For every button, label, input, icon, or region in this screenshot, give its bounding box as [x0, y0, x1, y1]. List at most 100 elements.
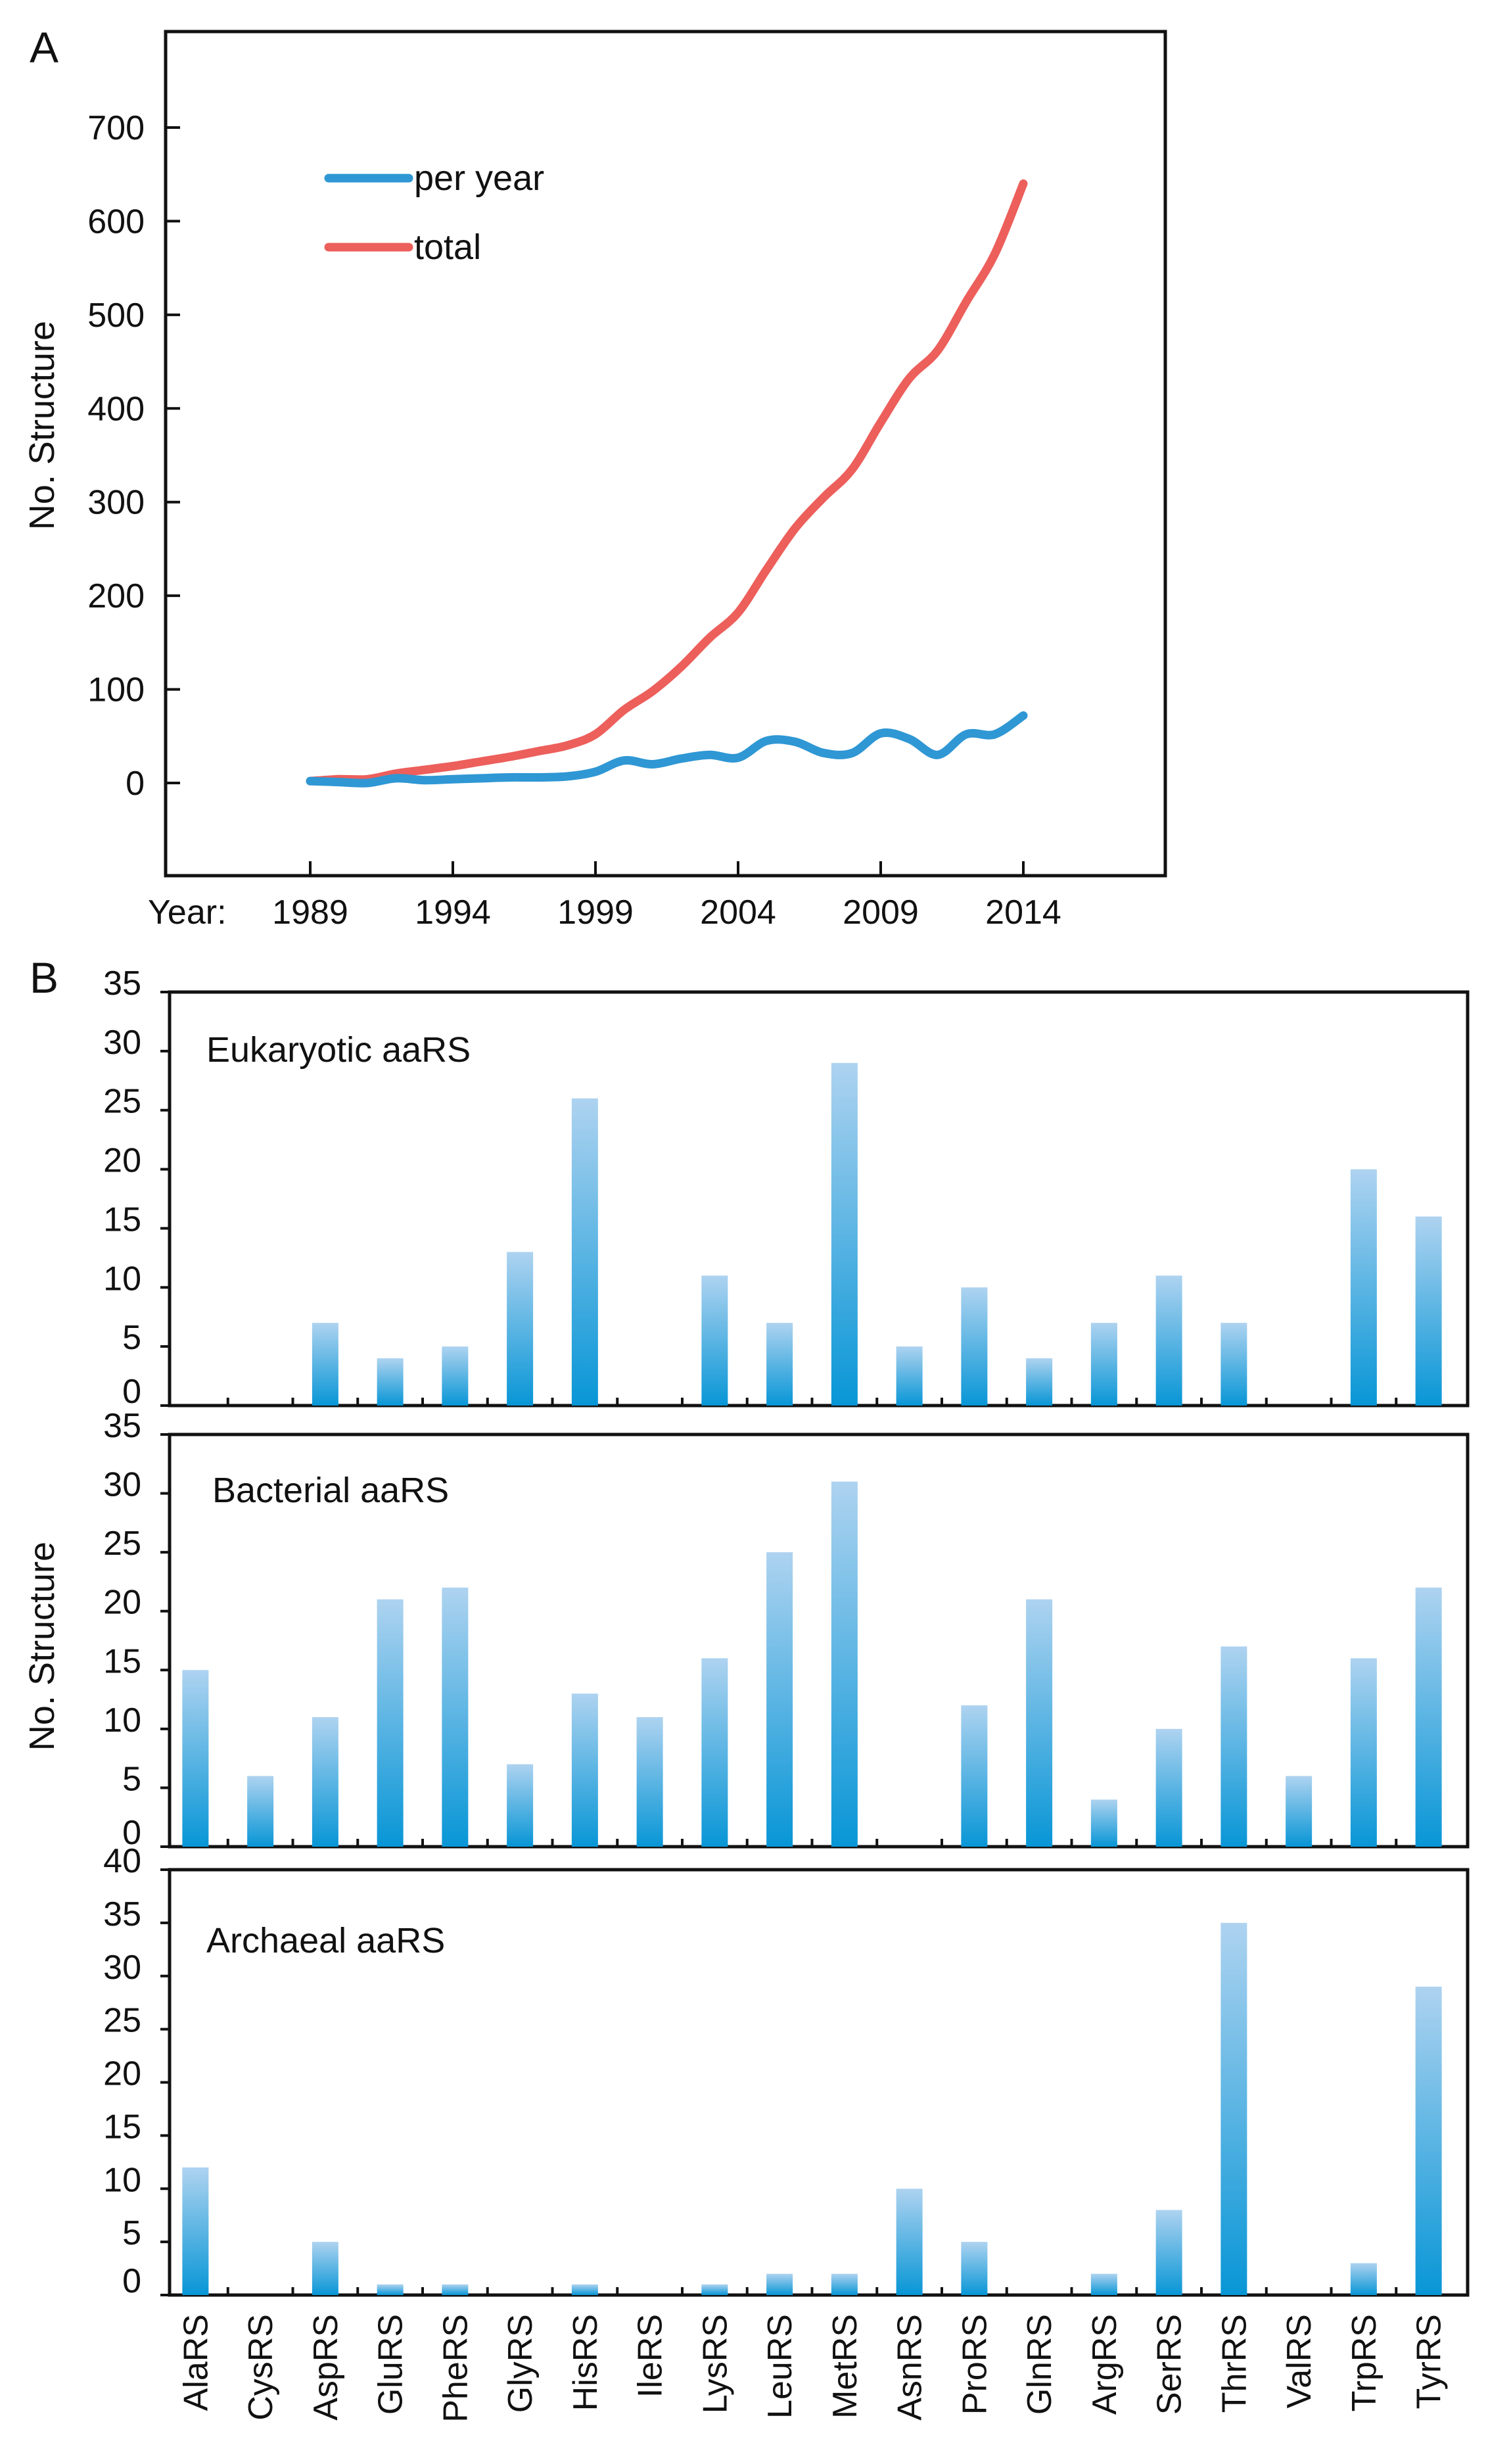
bar-GluRS	[377, 1599, 404, 1847]
y-tick-label: 10	[103, 1260, 141, 1298]
y-tick-label: 100	[87, 671, 145, 709]
category-label: AspRS	[307, 2314, 345, 2421]
x-tick-label: 1989	[272, 893, 348, 932]
category-label: ProRS	[956, 2314, 994, 2415]
subplot-bacterial: Bacterial aaRS 0 5 10 15 20 25 30 35	[103, 1407, 1470, 1852]
bar-PheRS	[442, 1346, 469, 1406]
bar-LysRS	[701, 1658, 728, 1847]
legend-label: total	[414, 227, 481, 267]
category-label: AsnRS	[891, 2314, 929, 2421]
y-tick-label: 20	[103, 1142, 141, 1180]
subplot-eukaryotic: Eukaryotic aaRS 0 5 10 15 20 25 30 35	[103, 964, 1470, 1411]
bar-PheRS	[442, 1587, 469, 1847]
subplot-title: Bacterial aaRS	[212, 1471, 449, 1510]
bar-ArgRS	[1090, 1323, 1117, 1406]
category-label: GluRS	[372, 2314, 410, 2415]
y-tick-label: 5	[122, 2214, 141, 2252]
bar-TyrRS	[1415, 1587, 1442, 1847]
bar-GlyRS	[507, 1252, 534, 1406]
y-tick-label: 25	[103, 2002, 141, 2040]
bar-LeuRS	[766, 1552, 793, 1847]
bar-ValRS	[1286, 1776, 1313, 1847]
bar-AsnRS	[896, 2189, 923, 2295]
bar-GlnRS	[1026, 1599, 1053, 1847]
subplot-title: Archaeal aaRS	[206, 1921, 445, 1960]
panel-a-line-chart: A 0 100 200 300 400 500 600 700 1989 1994 1999 2004 2…	[22, 23, 1167, 932]
y-tick-label: 500	[87, 296, 145, 335]
y-tick-label: 200	[87, 577, 145, 615]
bar-GluRS	[377, 2284, 404, 2295]
subplot-archaeal: Archaeal aaRS 0 5 10 15 20 25 30 35 40	[103, 1842, 1470, 2300]
bar-AspRS	[312, 1717, 338, 1847]
y-tick-label: 400	[87, 390, 145, 428]
y-tick-label: 25	[103, 1525, 141, 1563]
category-label: ArgRS	[1086, 2314, 1124, 2415]
category-label: MetRS	[826, 2314, 864, 2419]
category-label: SerRS	[1151, 2314, 1189, 2415]
x-tick-label: 2004	[700, 893, 776, 932]
y-tick-label: 30	[103, 1466, 141, 1504]
bar-MetRS	[831, 2273, 858, 2295]
series-line-per-year	[306, 711, 1028, 788]
category-label: IleRS	[632, 2314, 670, 2398]
bar-TrpRS	[1350, 1658, 1377, 1847]
bar-CysRS	[247, 1776, 274, 1847]
bar-ArgRS	[1090, 1799, 1117, 1847]
y-tick-label: 700	[87, 109, 145, 147]
y-tick-label: 5	[122, 1319, 141, 1357]
y-tick-label: 5	[122, 1760, 141, 1798]
bar-HisRS	[571, 1098, 598, 1406]
y-tick-label: 35	[103, 1407, 141, 1445]
y-axis-label: No. Structure	[22, 1542, 62, 1751]
y-tick-label: 0	[122, 1814, 141, 1852]
y-tick-label: 15	[103, 1642, 141, 1680]
y-tick-label: 300	[87, 484, 145, 522]
y-tick-label: 35	[103, 1895, 141, 1933]
bar-MetRS	[831, 1481, 858, 1847]
y-tick-label: 15	[103, 1200, 141, 1239]
bar-TrpRS	[1350, 2263, 1377, 2295]
panel-label-b: B	[30, 953, 58, 1002]
panel-b-bar-charts: B No. Structure Eukaryotic aaRS 0 5 10 15 20 25 3…	[22, 953, 1470, 2423]
category-label: AlaRS	[177, 2314, 215, 2411]
bar-MetRS	[831, 1062, 858, 1406]
bar-GlnRS	[1026, 1358, 1053, 1406]
y-tick-label: 0	[122, 2262, 141, 2300]
bar-PheRS	[442, 2284, 469, 2295]
bar-ProRS	[961, 2242, 988, 2295]
bar-GluRS	[377, 1358, 404, 1406]
bar-GlyRS	[507, 1764, 534, 1847]
bar-AspRS	[312, 2242, 338, 2295]
y-tick-label: 30	[103, 1024, 141, 1062]
panel-label-a: A	[30, 23, 58, 72]
y-tick-label: 0	[122, 1373, 141, 1411]
bar-LeuRS	[766, 2273, 793, 2295]
category-label: GlnRS	[1021, 2314, 1059, 2415]
y-tick-label: 20	[103, 1584, 141, 1622]
bar-ThrRS	[1221, 1323, 1247, 1406]
y-tick-label: 10	[103, 1701, 141, 1740]
category-label: LysRS	[696, 2314, 734, 2413]
bar-LysRS	[701, 2284, 728, 2295]
y-tick-label: 30	[103, 1949, 141, 1987]
y-tick-label: 40	[103, 1842, 141, 1880]
bar-SerRS	[1155, 2210, 1182, 2295]
y-tick-label: 25	[103, 1083, 141, 1121]
bar-IleRS	[636, 1717, 663, 1847]
y-tick-label: 35	[103, 964, 141, 1003]
category-label: GlyRS	[501, 2314, 540, 2413]
bar-AsnRS	[896, 1346, 923, 1406]
x-tick-label: 1994	[415, 893, 491, 932]
bar-TyrRS	[1415, 1216, 1442, 1406]
bar-SerRS	[1155, 1728, 1182, 1847]
plot-frame	[168, 990, 1470, 1408]
bar-AlaRS	[182, 1670, 209, 1847]
category-label: ThrRS	[1215, 2314, 1253, 2413]
x-tick-label: 1999	[557, 893, 634, 932]
y-tick-label: 20	[103, 2055, 141, 2093]
bar-TyrRS	[1415, 1986, 1442, 2295]
bar-AlaRS	[182, 2167, 209, 2295]
bar-ArgRS	[1090, 2273, 1117, 2295]
category-label: CysRS	[242, 2314, 280, 2421]
